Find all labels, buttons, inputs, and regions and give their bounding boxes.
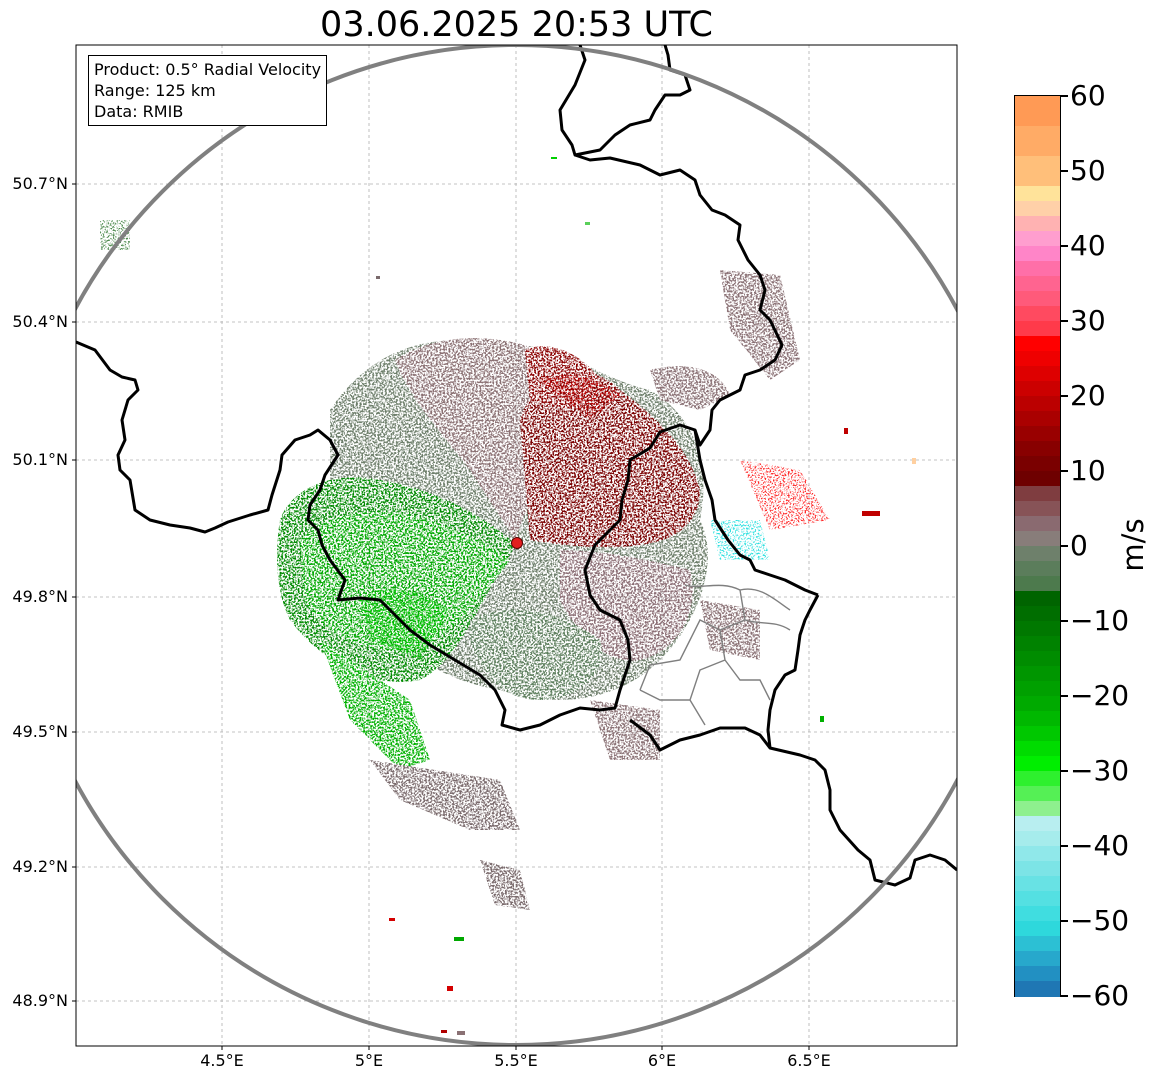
- colorbar-segment: [1015, 666, 1060, 682]
- colorbar-segment: [1015, 711, 1060, 727]
- lon-tick-label: 4.5°E: [200, 1051, 244, 1070]
- colorbar-segment: [1015, 846, 1060, 862]
- colorbar-segment: [1015, 336, 1060, 352]
- lat-tick-label: 50.1°N: [12, 450, 68, 469]
- lat-tick-label: 49.2°N: [12, 857, 68, 876]
- colorbar-segment: [1015, 606, 1060, 622]
- colorbar-segment: [1015, 906, 1060, 922]
- colorbar-segment: [1015, 876, 1060, 892]
- colorbar-segment: [1015, 831, 1060, 847]
- colorbar-tick-label: 60: [1070, 79, 1106, 112]
- colorbar-unit-label: m/s: [1116, 518, 1150, 572]
- colorbar-segment: [1015, 786, 1060, 802]
- colorbar-segment: [1015, 651, 1060, 667]
- region-borders: [639, 584, 791, 726]
- colorbar-segment: [1015, 381, 1060, 397]
- colorbar-segment: [1015, 201, 1060, 217]
- colorbar-segment: [1015, 891, 1060, 907]
- lat-tick-label: 50.7°N: [12, 174, 68, 193]
- colorbar-segment: [1015, 981, 1060, 997]
- lon-tick-label: 5.5°E: [494, 1051, 538, 1070]
- colorbar-segment: [1015, 816, 1060, 832]
- colorbar-tick-label: 0: [1070, 529, 1088, 562]
- lon-tick-label: 6.5°E: [787, 1051, 831, 1070]
- colorbar-segment: [1015, 456, 1060, 472]
- map-title: 03.06.2025 20:53 UTC: [320, 5, 713, 45]
- colorbar-tick-label: −20: [1070, 679, 1130, 712]
- product-text: Product: 0.5° Radial Velocity: [94, 60, 322, 79]
- colorbar-segment: [1015, 681, 1060, 697]
- colorbar-tick-label: 20: [1070, 379, 1106, 412]
- colorbar-segment: [1015, 771, 1060, 787]
- lat-tick-label: 49.8°N: [12, 587, 68, 606]
- colorbar-segment: [1015, 636, 1060, 652]
- colorbar-segment: [1015, 561, 1060, 577]
- colorbar-tick-label: −30: [1070, 754, 1130, 787]
- colorbar-segment: [1015, 366, 1060, 382]
- colorbar-segment: [1015, 306, 1060, 322]
- colorbar-segment: [1015, 936, 1060, 952]
- colorbar-segment: [1015, 156, 1060, 187]
- colorbar-segment: [1015, 426, 1060, 442]
- colorbar-segment: [1015, 186, 1060, 202]
- colorbar-tick-label: 30: [1070, 304, 1106, 337]
- data-source-text: Data: RMIB: [94, 102, 184, 121]
- colorbar-segment: [1015, 231, 1060, 247]
- colorbar-tick-label: −50: [1070, 904, 1130, 937]
- colorbar-segment: [1015, 861, 1060, 877]
- lon-tick-label: 5°E: [354, 1051, 384, 1070]
- colorbar-segment: [1015, 351, 1060, 367]
- range-text: Range: 125 km: [94, 81, 216, 100]
- colorbar-segment: [1015, 951, 1060, 967]
- colorbar-segment: [1015, 411, 1060, 427]
- colorbar-segment: [1015, 726, 1060, 742]
- colorbar-segment: [1015, 441, 1060, 457]
- colorbar-segment: [1015, 621, 1060, 637]
- colorbar-segment: [1015, 741, 1060, 757]
- colorbar-segment: [1015, 216, 1060, 232]
- colorbar-segment: [1015, 921, 1060, 937]
- lat-tick-label: 50.4°N: [12, 312, 68, 331]
- colorbar-segment: [1015, 291, 1060, 307]
- colorbar-tick-label: 50: [1070, 154, 1106, 187]
- colorbar-tick-label: −60: [1070, 979, 1130, 1012]
- colorbar: [1014, 95, 1061, 997]
- colorbar-segment: [1015, 471, 1060, 487]
- colorbar-segment: [1015, 801, 1060, 817]
- colorbar-tick-label: 10: [1070, 454, 1106, 487]
- radar-site-marker: [511, 537, 523, 549]
- lat-tick-label: 49.5°N: [12, 722, 68, 741]
- colorbar-segment: [1015, 486, 1060, 502]
- info-box: Product: 0.5° Radial Velocity Range: 125…: [88, 55, 328, 126]
- colorbar-segment: [1015, 96, 1060, 127]
- lat-tick-label: 48.9°N: [12, 991, 68, 1010]
- colorbar-segment: [1015, 126, 1060, 157]
- lon-tick-label: 6°E: [647, 1051, 677, 1070]
- colorbar-segment: [1015, 276, 1060, 292]
- colorbar-segment: [1015, 246, 1060, 262]
- colorbar-segment: [1015, 546, 1060, 562]
- colorbar-segment: [1015, 756, 1060, 772]
- colorbar-tick-label: −10: [1070, 604, 1130, 637]
- colorbar-segment: [1015, 591, 1060, 607]
- colorbar-segment: [1015, 516, 1060, 532]
- range-ring: [76, 45, 957, 1046]
- colorbar-segment: [1015, 966, 1060, 982]
- colorbar-tick-label: −40: [1070, 829, 1130, 862]
- colorbar-segment: [1015, 576, 1060, 592]
- colorbar-segment: [1015, 696, 1060, 712]
- colorbar-segment: [1015, 531, 1060, 547]
- colorbar-segment: [1015, 321, 1060, 337]
- colorbar-segment: [1015, 261, 1060, 277]
- colorbar-tick-label: 40: [1070, 229, 1106, 262]
- colorbar-segment: [1015, 396, 1060, 412]
- colorbar-segment: [1015, 501, 1060, 517]
